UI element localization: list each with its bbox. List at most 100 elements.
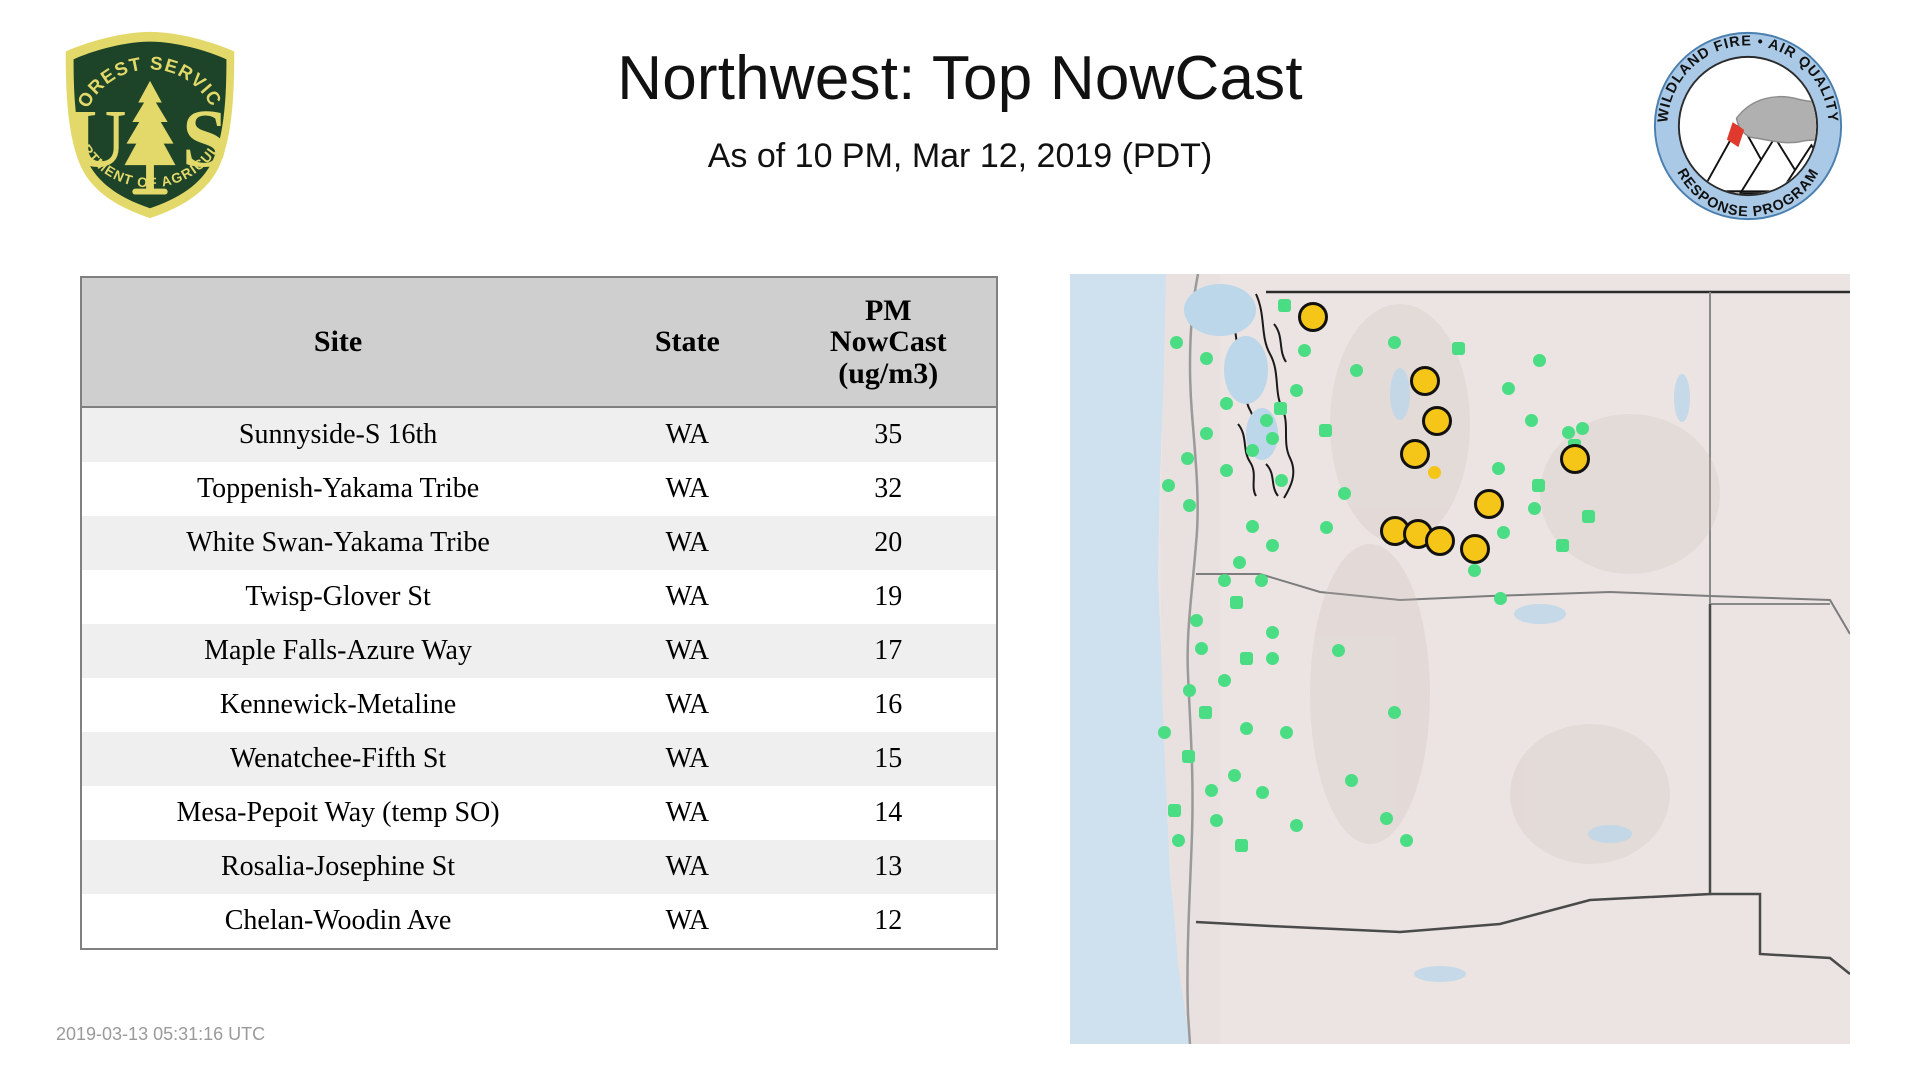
column-header-pm-nowcast[interactable]: PM NowCast (ug/m3) [780,277,997,408]
map-marker-normal[interactable] [1492,462,1505,475]
map-marker-normal[interactable] [1533,354,1546,367]
map-marker-normal[interactable] [1562,426,1575,439]
table-row[interactable]: Twisp-Glover St WA 19 [81,570,997,624]
map-marker-normal[interactable] [1195,642,1208,655]
map-marker-faint[interactable] [1428,466,1441,479]
map-marker-normal[interactable] [1502,382,1515,395]
map-marker-normal[interactable] [1582,510,1595,523]
map-marker-normal[interactable] [1400,834,1413,847]
map-marker-normal[interactable] [1452,342,1465,355]
map-marker-normal[interactable] [1528,502,1541,515]
map-marker-normal[interactable] [1380,812,1393,825]
map-marker-normal[interactable] [1162,479,1175,492]
table-row[interactable]: Toppenish-Yakama Tribe WA 32 [81,462,997,516]
map-marker-normal[interactable] [1319,424,1332,437]
map-marker-normal[interactable] [1345,774,1358,787]
map-marker-normal[interactable] [1266,432,1279,445]
map-marker-normal[interactable] [1275,474,1288,487]
page-header: FOREST SERVICE DEPARTMENT OF AGRICULTURE… [0,0,1920,250]
table-row[interactable]: Mesa-Pepoit Way (temp SO) WA 14 [81,786,997,840]
map-marker-normal[interactable] [1278,299,1291,312]
map-marker-normal[interactable] [1200,427,1213,440]
map-marker-normal[interactable] [1556,539,1569,552]
map-marker-normal[interactable] [1266,652,1279,665]
map-marker-normal[interactable] [1218,574,1231,587]
northwest-monitor-map[interactable] [1070,274,1850,1044]
map-marker-normal[interactable] [1497,526,1510,539]
column-header-state[interactable]: State [594,277,781,408]
map-marker-normal[interactable] [1181,452,1194,465]
map-marker-normal[interactable] [1256,786,1269,799]
map-marker-normal[interactable] [1220,397,1233,410]
map-marker-normal[interactable] [1199,706,1212,719]
map-marker-highlight[interactable] [1560,444,1590,474]
map-marker-normal[interactable] [1532,479,1545,492]
map-marker-normal[interactable] [1246,444,1259,457]
map-marker-normal[interactable] [1260,414,1273,427]
table-row[interactable]: Chelan-Woodin Ave WA 12 [81,894,997,949]
map-marker-highlight[interactable] [1460,534,1490,564]
table-cell-site: Maple Falls-Azure Way [204,635,472,666]
map-marker-normal[interactable] [1525,414,1538,427]
table-row[interactable]: Sunnyside-S 16th WA 35 [81,407,997,462]
map-marker-normal[interactable] [1228,769,1241,782]
column-header-site[interactable]: Site [81,277,595,408]
map-marker-normal[interactable] [1218,674,1231,687]
map-marker-highlight[interactable] [1410,366,1440,396]
map-marker-normal[interactable] [1290,819,1303,832]
map-marker-normal[interactable] [1200,352,1213,365]
map-marker-normal[interactable] [1350,364,1363,377]
map-marker-normal[interactable] [1290,384,1303,397]
map-marker-normal[interactable] [1388,336,1401,349]
map-marker-normal[interactable] [1332,644,1345,657]
table-header-row: Site State PM NowCast (ug/m3) [81,277,997,408]
map-marker-normal[interactable] [1320,521,1333,534]
map-marker-highlight[interactable] [1298,302,1328,332]
map-marker-normal[interactable] [1338,487,1351,500]
map-marker-normal[interactable] [1210,814,1223,827]
map-marker-highlight[interactable] [1474,489,1504,519]
map-marker-normal[interactable] [1220,464,1233,477]
table-row[interactable]: Wenatchee-Fifth St WA 15 [81,732,997,786]
table-cell-site: Wenatchee-Fifth St [229,743,447,774]
table-row[interactable]: Maple Falls-Azure Way WA 17 [81,624,997,678]
map-marker-highlight[interactable] [1400,439,1430,469]
table-cell-state: WA [665,743,710,774]
table-cell-state: WA [665,689,710,720]
map-marker-normal[interactable] [1255,574,1268,587]
table-row[interactable]: Kennewick-Metaline WA 16 [81,678,997,732]
map-marker-normal[interactable] [1190,614,1203,627]
map-marker-normal[interactable] [1233,556,1246,569]
table-cell-value: 16 [874,689,903,720]
map-marker-normal[interactable] [1158,726,1171,739]
map-marker-normal[interactable] [1240,652,1253,665]
table-cell-value: 15 [874,743,903,774]
map-marker-normal[interactable] [1183,684,1196,697]
table-cell-site: Chelan-Woodin Ave [224,905,452,936]
map-marker-normal[interactable] [1298,344,1311,357]
map-marker-normal[interactable] [1168,804,1181,817]
table-row[interactable]: Rosalia-Josephine St WA 13 [81,840,997,894]
map-marker-normal[interactable] [1240,722,1253,735]
map-marker-normal[interactable] [1266,626,1279,639]
table-row[interactable]: White Swan-Yakama Tribe WA 20 [81,516,997,570]
map-marker-normal[interactable] [1274,402,1287,415]
map-marker-normal[interactable] [1230,596,1243,609]
map-marker-normal[interactable] [1235,839,1248,852]
map-marker-normal[interactable] [1494,592,1507,605]
map-marker-normal[interactable] [1205,784,1218,797]
map-marker-normal[interactable] [1388,706,1401,719]
map-marker-highlight[interactable] [1425,526,1455,556]
map-marker-normal[interactable] [1576,422,1589,435]
table-cell-state: WA [665,527,710,558]
map-marker-normal[interactable] [1172,834,1185,847]
map-marker-normal[interactable] [1182,750,1195,763]
map-marker-normal[interactable] [1266,539,1279,552]
map-marker-highlight[interactable] [1422,406,1452,436]
map-marker-normal[interactable] [1170,336,1183,349]
column-header-pm-line2: NowCast [829,325,947,359]
map-marker-normal[interactable] [1246,520,1259,533]
map-marker-normal[interactable] [1280,726,1293,739]
map-marker-normal[interactable] [1183,499,1196,512]
map-marker-normal[interactable] [1468,564,1481,577]
